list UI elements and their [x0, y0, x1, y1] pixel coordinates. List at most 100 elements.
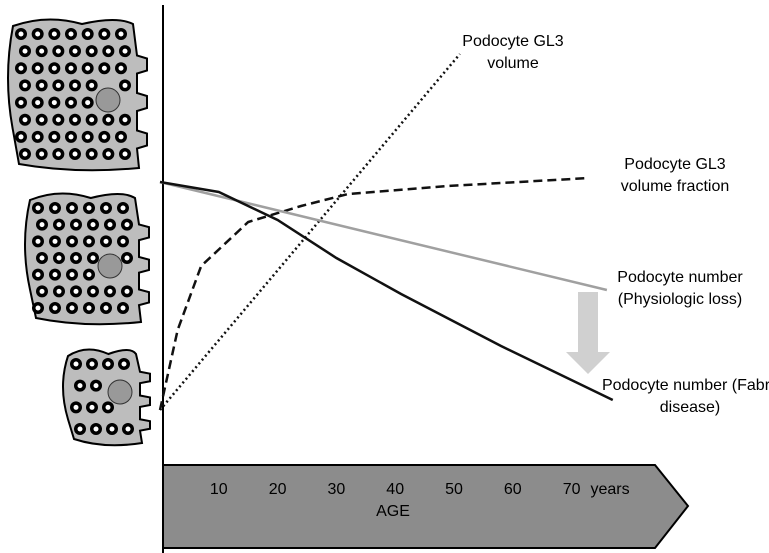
- organelle-core: [35, 238, 41, 244]
- cell: [7, 18, 148, 172]
- organelle-core: [105, 361, 111, 367]
- organelle-core: [89, 48, 95, 54]
- series-label: Podocyte GL3 volume: [462, 33, 564, 72]
- podocyte-illustrations: [7, 18, 151, 447]
- organelle-core: [22, 82, 28, 88]
- organelle-core: [72, 117, 78, 123]
- organelle-core: [22, 151, 28, 157]
- organelle-core: [35, 134, 41, 140]
- series-label: Podocyte number (Physiologic loss): [617, 269, 743, 308]
- series-line: [158, 176, 590, 411]
- organelle-core: [39, 82, 45, 88]
- organelle-core: [105, 151, 111, 157]
- organelle-core: [35, 65, 41, 71]
- organelle-core: [51, 100, 57, 106]
- organelle-core: [73, 404, 79, 410]
- organelle-core: [52, 205, 58, 211]
- organelle-core: [55, 151, 61, 157]
- organelle-core: [90, 288, 96, 294]
- organelle-core: [103, 238, 109, 244]
- organelle-core: [18, 100, 24, 106]
- organelle-core: [72, 82, 78, 88]
- organelle-core: [85, 31, 91, 37]
- organelle-core: [73, 361, 79, 367]
- organelle-core: [69, 238, 75, 244]
- organelle-core: [122, 117, 128, 123]
- organelle-core: [68, 100, 74, 106]
- organelle-core: [55, 117, 61, 123]
- organelle-core: [105, 117, 111, 123]
- organelle-core: [22, 48, 28, 54]
- x-tick-label: 20: [269, 481, 287, 498]
- x-tick-label: 50: [445, 481, 463, 498]
- organelle-core: [52, 238, 58, 244]
- organelle-core: [118, 31, 124, 37]
- organelle-core: [107, 222, 113, 228]
- organelle-core: [118, 65, 124, 71]
- organelle-core: [103, 305, 109, 311]
- organelle-core: [105, 404, 111, 410]
- organelle-core: [68, 31, 74, 37]
- organelle-core: [89, 151, 95, 157]
- organelle-core: [124, 222, 130, 228]
- series-label: Podocyte GL3 volume fraction: [620, 156, 730, 195]
- organelle-core: [73, 288, 79, 294]
- organelle-core: [89, 117, 95, 123]
- organelle-core: [72, 151, 78, 157]
- organelle-core: [68, 65, 74, 71]
- organelle-core: [101, 31, 107, 37]
- organelle-core: [18, 65, 24, 71]
- organelle-core: [125, 426, 131, 432]
- organelle-core: [121, 361, 127, 367]
- organelle-core: [55, 48, 61, 54]
- organelle-core: [120, 305, 126, 311]
- organelle-core: [101, 65, 107, 71]
- organelle-core: [73, 255, 79, 261]
- organelle-core: [107, 288, 113, 294]
- organelle-core: [35, 305, 41, 311]
- organelle-core: [39, 288, 45, 294]
- x-unit-label: years: [590, 481, 629, 498]
- x-tick-label: 60: [504, 481, 522, 498]
- organelle-core: [55, 82, 61, 88]
- organelle-core: [101, 134, 107, 140]
- organelle-core: [22, 117, 28, 123]
- nucleus: [107, 379, 133, 405]
- organelle-core: [39, 151, 45, 157]
- x-tick-label: 30: [328, 481, 346, 498]
- x-axis-label: AGE: [376, 503, 410, 520]
- organelle-core: [35, 272, 41, 278]
- nucleus: [97, 253, 123, 279]
- organelle-core: [93, 383, 99, 389]
- organelle-core: [52, 305, 58, 311]
- series-line: [159, 180, 608, 292]
- organelle-core: [86, 205, 92, 211]
- organelle-core: [35, 100, 41, 106]
- organelle-core: [86, 238, 92, 244]
- organelle-core: [124, 288, 130, 294]
- organelle-core: [35, 31, 41, 37]
- organelle-core: [122, 151, 128, 157]
- organelle-core: [86, 305, 92, 311]
- organelle-core: [39, 222, 45, 228]
- organelle-core: [35, 205, 41, 211]
- series-label: Podocyte number (Fabry disease): [601, 377, 769, 416]
- organelle-core: [120, 205, 126, 211]
- organelle-core: [73, 222, 79, 228]
- decline-arrow: [566, 292, 610, 374]
- organelle-core: [69, 272, 75, 278]
- organelle-core: [39, 255, 45, 261]
- organelle-core: [89, 361, 95, 367]
- organelle-core: [51, 134, 57, 140]
- x-tick-label: 10: [210, 481, 228, 498]
- organelle-core: [86, 272, 92, 278]
- organelle-core: [39, 48, 45, 54]
- organelle-core: [89, 82, 95, 88]
- organelle-core: [122, 82, 128, 88]
- organelle-core: [90, 255, 96, 261]
- organelle-core: [93, 426, 99, 432]
- organelle-core: [56, 222, 62, 228]
- series-line: [159, 180, 614, 402]
